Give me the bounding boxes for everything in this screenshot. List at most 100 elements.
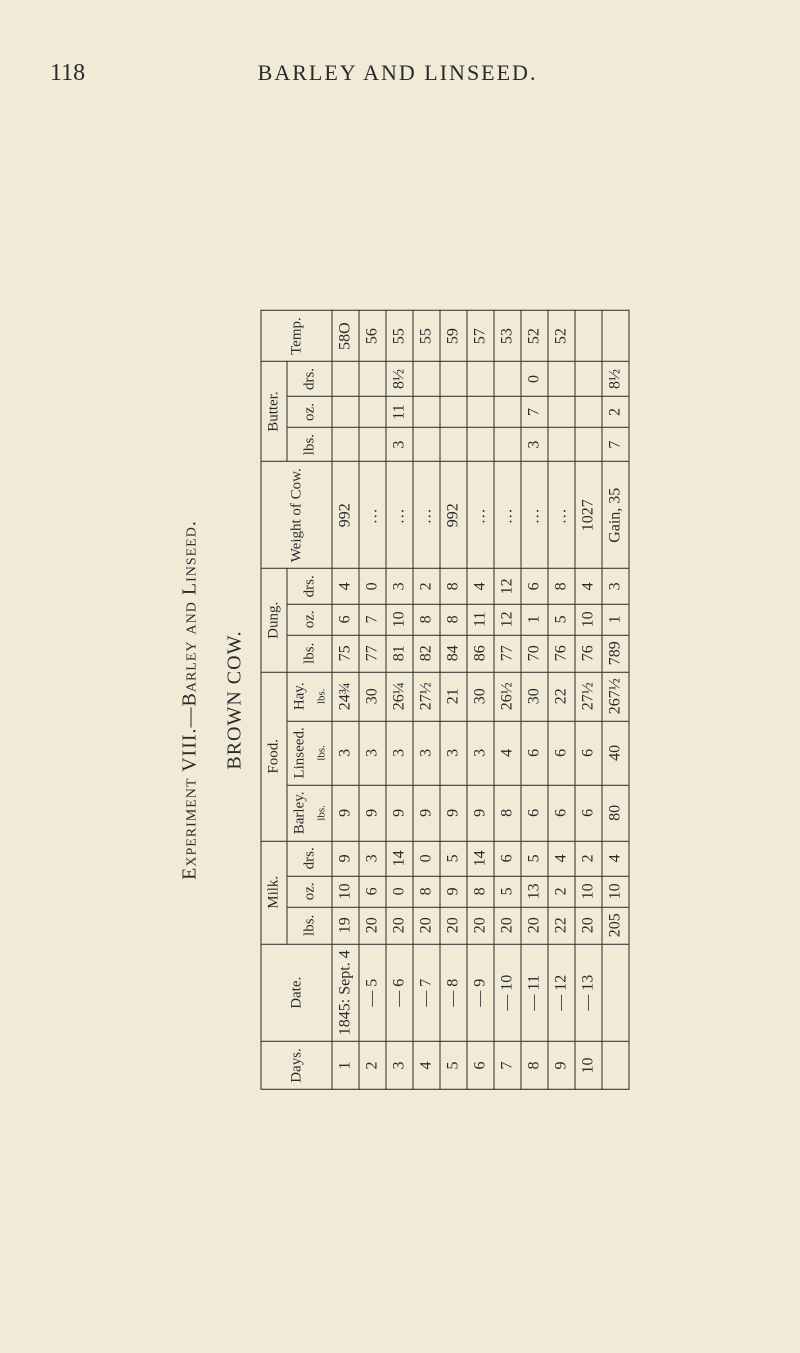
table-cell: 4 — [494, 721, 521, 785]
table-cell: 22 — [548, 907, 575, 944]
table-cell: 12 — [494, 569, 521, 604]
table-cell: 75 — [332, 635, 359, 672]
table-cell: 8 — [413, 876, 440, 907]
table-cell: 3 — [386, 569, 413, 604]
table-cell: 9 — [386, 785, 413, 841]
col-linseed: Linseed.lbs. — [287, 721, 332, 785]
col-milk-drs: drs. — [287, 841, 332, 876]
table-cell: 3 — [467, 721, 494, 785]
table-cell: 8 — [521, 1042, 548, 1090]
table-cell: 4 — [332, 569, 359, 604]
table-cell: 3 — [386, 1042, 413, 1090]
col-days: Days. — [261, 1042, 332, 1090]
table-cell — [467, 397, 494, 428]
table-cell: … — [494, 462, 521, 569]
table-cell: 52 — [548, 311, 575, 362]
table-cell: … — [359, 462, 386, 569]
col-dung: Dung. — [261, 569, 287, 672]
table-cell: 2 — [548, 876, 575, 907]
table-cell: — 13 — [575, 944, 602, 1042]
totals-row: 205 10 4 80 40 267½ 789 1 3 Gain, 35 7 2… — [602, 311, 629, 1090]
table-cell: 27½ — [413, 672, 440, 721]
table-cell: 7 — [521, 397, 548, 428]
table-cell: 77 — [359, 635, 386, 672]
table-cell: 20 — [359, 907, 386, 944]
table-cell: 20 — [521, 907, 548, 944]
table-cell: 6 — [575, 785, 602, 841]
table-cell: 5 — [440, 841, 467, 876]
table-cell: 9 — [332, 841, 359, 876]
table-cell: 14 — [386, 841, 413, 876]
table-cell — [440, 361, 467, 396]
table-cell: 5 — [440, 1042, 467, 1090]
col-milk: Milk. — [261, 841, 287, 944]
total-barley: 80 — [602, 785, 629, 841]
table-cell — [332, 397, 359, 428]
total-weight-gain: Gain, 35 — [602, 462, 629, 569]
table-cell: 8½ — [386, 361, 413, 396]
table-cell: 12 — [494, 604, 521, 635]
table-cell: 10 — [332, 876, 359, 907]
table-cell — [494, 427, 521, 461]
table-cell: … — [521, 462, 548, 569]
table-cell — [494, 397, 521, 428]
total-hay: 267½ — [602, 672, 629, 721]
col-date: Date. — [261, 944, 332, 1042]
table-cell: … — [548, 462, 575, 569]
col-hay: Hay.lbs. — [287, 672, 332, 721]
table-cell: 0 — [386, 876, 413, 907]
table-row: 10— 13201026627½761041027 — [575, 311, 602, 1090]
total-butter-lbs: 7 — [602, 427, 629, 461]
table-cell: 9 — [359, 785, 386, 841]
table-cell: 8 — [413, 604, 440, 635]
table-cell: 3 — [359, 721, 386, 785]
table-cell: 1 — [521, 604, 548, 635]
running-head: BARLEY AND LINSEED. — [85, 60, 710, 86]
table-cell: 55 — [386, 311, 413, 362]
table-cell — [575, 427, 602, 461]
table-cell: 22 — [548, 672, 575, 721]
total-dung-drs: 3 — [602, 569, 629, 604]
table-cell: 6 — [548, 721, 575, 785]
table-row: 8— 112013566307016…37052 — [521, 311, 548, 1090]
table-cell: 3 — [332, 721, 359, 785]
table-cell: 20 — [386, 907, 413, 944]
table-cell: 58O — [332, 311, 359, 362]
table-cell — [548, 361, 575, 396]
table-cell: 9 — [548, 1042, 575, 1090]
table-cell: … — [386, 462, 413, 569]
table-row: 9— 12222466227658…52 — [548, 311, 575, 1090]
table-row: 4— 720809327½8282…55 — [413, 311, 440, 1090]
table-cell: 8 — [440, 569, 467, 604]
table-cell: 30 — [359, 672, 386, 721]
table-cell: 82 — [413, 635, 440, 672]
table-cell: 11 — [467, 604, 494, 635]
table-cell: 6 — [494, 841, 521, 876]
table-cell: 7 — [359, 604, 386, 635]
table-cell — [440, 427, 467, 461]
table-cell: — 5 — [359, 944, 386, 1042]
table-cell: … — [467, 462, 494, 569]
table-container: Experiment VIII.—Barley and Linseed. BRO… — [171, 310, 630, 1090]
table-cell: — 12 — [548, 944, 575, 1042]
table-cell — [413, 397, 440, 428]
table-row: 3— 6200149326¼81103…3118½55 — [386, 311, 413, 1090]
table-cell: 70 — [521, 635, 548, 672]
table-cell: 3 — [521, 427, 548, 461]
table-cell: 20 — [467, 907, 494, 944]
table-cell: — 8 — [440, 944, 467, 1042]
table-cell: 53 — [494, 311, 521, 362]
table-cell: 7 — [494, 1042, 521, 1090]
table-cell: 10 — [575, 1042, 602, 1090]
table-cell: 10 — [575, 604, 602, 635]
table-cell: 52 — [521, 311, 548, 362]
table-cell: 9 — [440, 785, 467, 841]
table-cell: … — [413, 462, 440, 569]
col-food: Food. — [261, 672, 287, 841]
table-cell: 6 — [548, 785, 575, 841]
table-cell: 992 — [440, 462, 467, 569]
table-cell: 8 — [494, 785, 521, 841]
total-milk-drs: 4 — [602, 841, 629, 876]
table-cell: 8 — [440, 604, 467, 635]
table-row: 7— 1020568426½771212…53 — [494, 311, 521, 1090]
